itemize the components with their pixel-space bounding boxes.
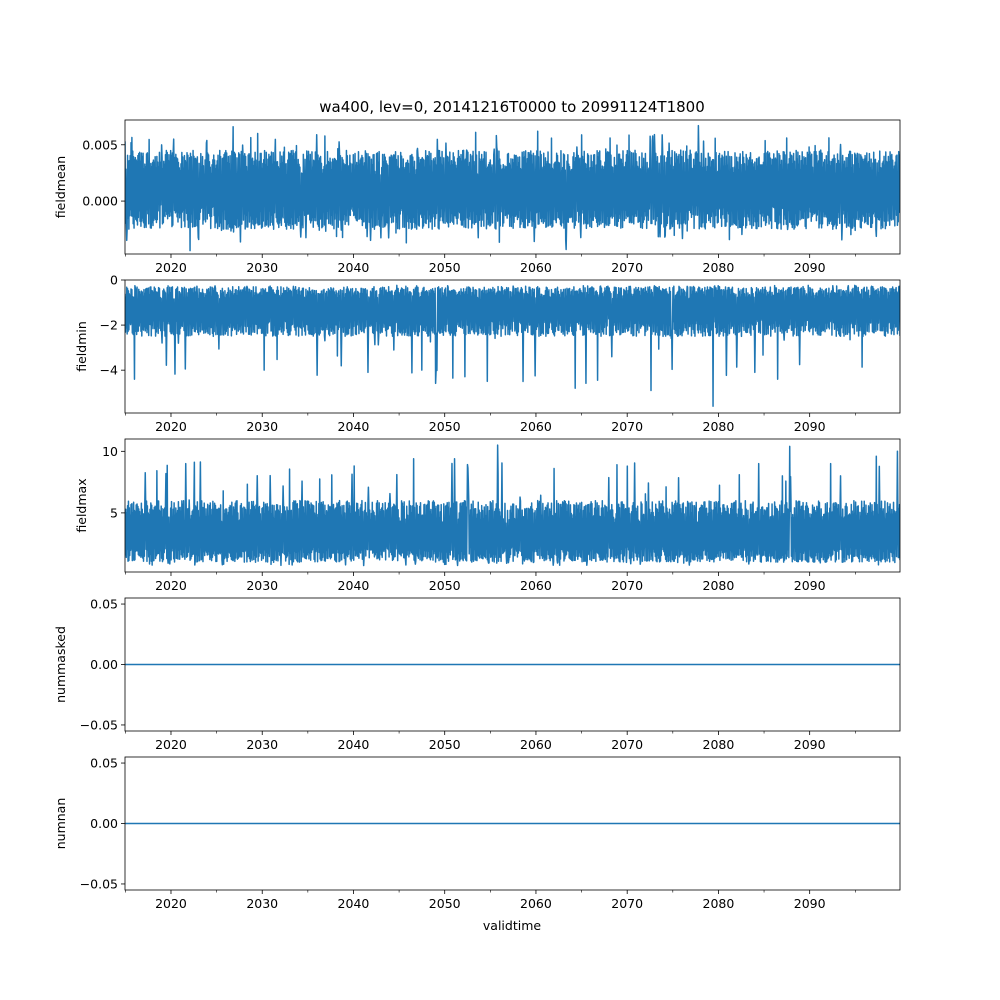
y-tick-label: −0.05 xyxy=(80,717,118,732)
x-tick-label: 2060 xyxy=(520,419,552,434)
series-line-fieldmean xyxy=(125,124,900,252)
x-tick-label: 2090 xyxy=(794,896,826,911)
x-tick-label: 2040 xyxy=(338,896,370,911)
x-tick-label: 2050 xyxy=(429,260,461,275)
x-tick-label: 2020 xyxy=(155,578,187,593)
x-tick-label: 2070 xyxy=(611,419,643,434)
subplot-fieldmin: 2020 2030 2040 2050 2060 2070 2080 2090 −4 −2 0 fie… xyxy=(74,273,901,434)
y-axis-label: nummasked xyxy=(53,626,68,703)
subplot-fieldmax: 2020 2030 2040 2050 2060 2070 2080 2090 5 10 field… xyxy=(74,438,901,593)
y-tick-label: 0.05 xyxy=(90,597,118,612)
y-tick-label: 0.00 xyxy=(90,816,118,831)
y-axis-label: fieldmax xyxy=(74,478,89,532)
x-tick-label: 2060 xyxy=(520,578,552,593)
x-tick-label: 2080 xyxy=(703,578,735,593)
x-tick-label: 2060 xyxy=(520,260,552,275)
y-tick-label: 10 xyxy=(102,444,118,459)
axes-frame xyxy=(124,119,901,255)
y-tick-label: 5 xyxy=(110,505,118,520)
y-tick-label: 0 xyxy=(110,273,118,288)
x-tick-label: 2080 xyxy=(703,737,735,752)
x-tick-label: 2030 xyxy=(246,260,278,275)
y-tick-label: 0.00 xyxy=(90,657,118,672)
y-axis-label: fieldmin xyxy=(74,321,89,372)
x-tick-label: 2090 xyxy=(794,578,826,593)
y-tick-label: 0.05 xyxy=(90,756,118,771)
y-tick-label: 0.000 xyxy=(82,194,118,209)
axes-frame xyxy=(124,438,901,573)
x-tick-label: 2020 xyxy=(155,737,187,752)
x-tick-label: 2030 xyxy=(246,896,278,911)
x-tick-label: 2020 xyxy=(155,260,187,275)
x-tick-label: 2070 xyxy=(611,260,643,275)
x-tick-label: 2090 xyxy=(794,260,826,275)
y-tick-label: −2 xyxy=(100,318,118,333)
x-tick-label: 2040 xyxy=(338,260,370,275)
x-tick-label: 2060 xyxy=(520,737,552,752)
x-tick-label: 2030 xyxy=(246,578,278,593)
series-line-fieldmax xyxy=(125,444,900,567)
x-tick-label: 2030 xyxy=(246,737,278,752)
subplot-numnan: 2020 2030 2040 2050 2060 2070 2080 2090 −0.05 0.0… xyxy=(53,756,901,911)
x-tick-label: 2050 xyxy=(429,419,461,434)
x-tick-label: 2050 xyxy=(429,578,461,593)
x-tick-label: 2070 xyxy=(611,896,643,911)
x-tick-label: 2040 xyxy=(338,419,370,434)
x-tick-label: 2090 xyxy=(794,419,826,434)
x-tick-label: 2050 xyxy=(429,737,461,752)
x-tick-label: 2020 xyxy=(155,896,187,911)
chart-title: wa400, lev=0, 20141216T0000 to 20991124T… xyxy=(319,98,705,116)
subplot-stack: 2020 2030 2040 2050 2060 2070 2080 20900.0000.0… xyxy=(53,119,901,911)
x-tick-label: 2070 xyxy=(611,737,643,752)
x-tick-label: 2030 xyxy=(246,419,278,434)
axes-frame xyxy=(124,279,901,414)
x-tick-label: 2050 xyxy=(429,896,461,911)
x-tick-label: 2020 xyxy=(155,419,187,434)
y-axis-label: numnan xyxy=(53,798,68,850)
x-tick-label: 2080 xyxy=(703,896,735,911)
y-axis-label: fieldmean xyxy=(53,156,68,218)
y-tick-label: −4 xyxy=(100,363,118,378)
y-tick-label: −0.05 xyxy=(80,876,118,891)
x-tick-label: 2040 xyxy=(338,737,370,752)
x-axis-label: validtime xyxy=(483,918,541,933)
x-tick-label: 2070 xyxy=(611,578,643,593)
subplot-fieldmean: 2020 2030 2040 2050 2060 2070 2080 2090 0.000 0.0… xyxy=(53,119,901,275)
subplot-nummasked: 2020 2030 2040 2050 2060 2070 2080 2090 −0.05 0.0… xyxy=(53,597,901,752)
series-line-fieldmin xyxy=(125,284,900,407)
x-tick-label: 2060 xyxy=(520,896,552,911)
x-tick-label: 2080 xyxy=(703,260,735,275)
y-tick-label: 0.005 xyxy=(82,137,118,152)
x-tick-label: 2040 xyxy=(338,578,370,593)
x-tick-label: 2080 xyxy=(703,419,735,434)
x-tick-label: 2090 xyxy=(794,737,826,752)
